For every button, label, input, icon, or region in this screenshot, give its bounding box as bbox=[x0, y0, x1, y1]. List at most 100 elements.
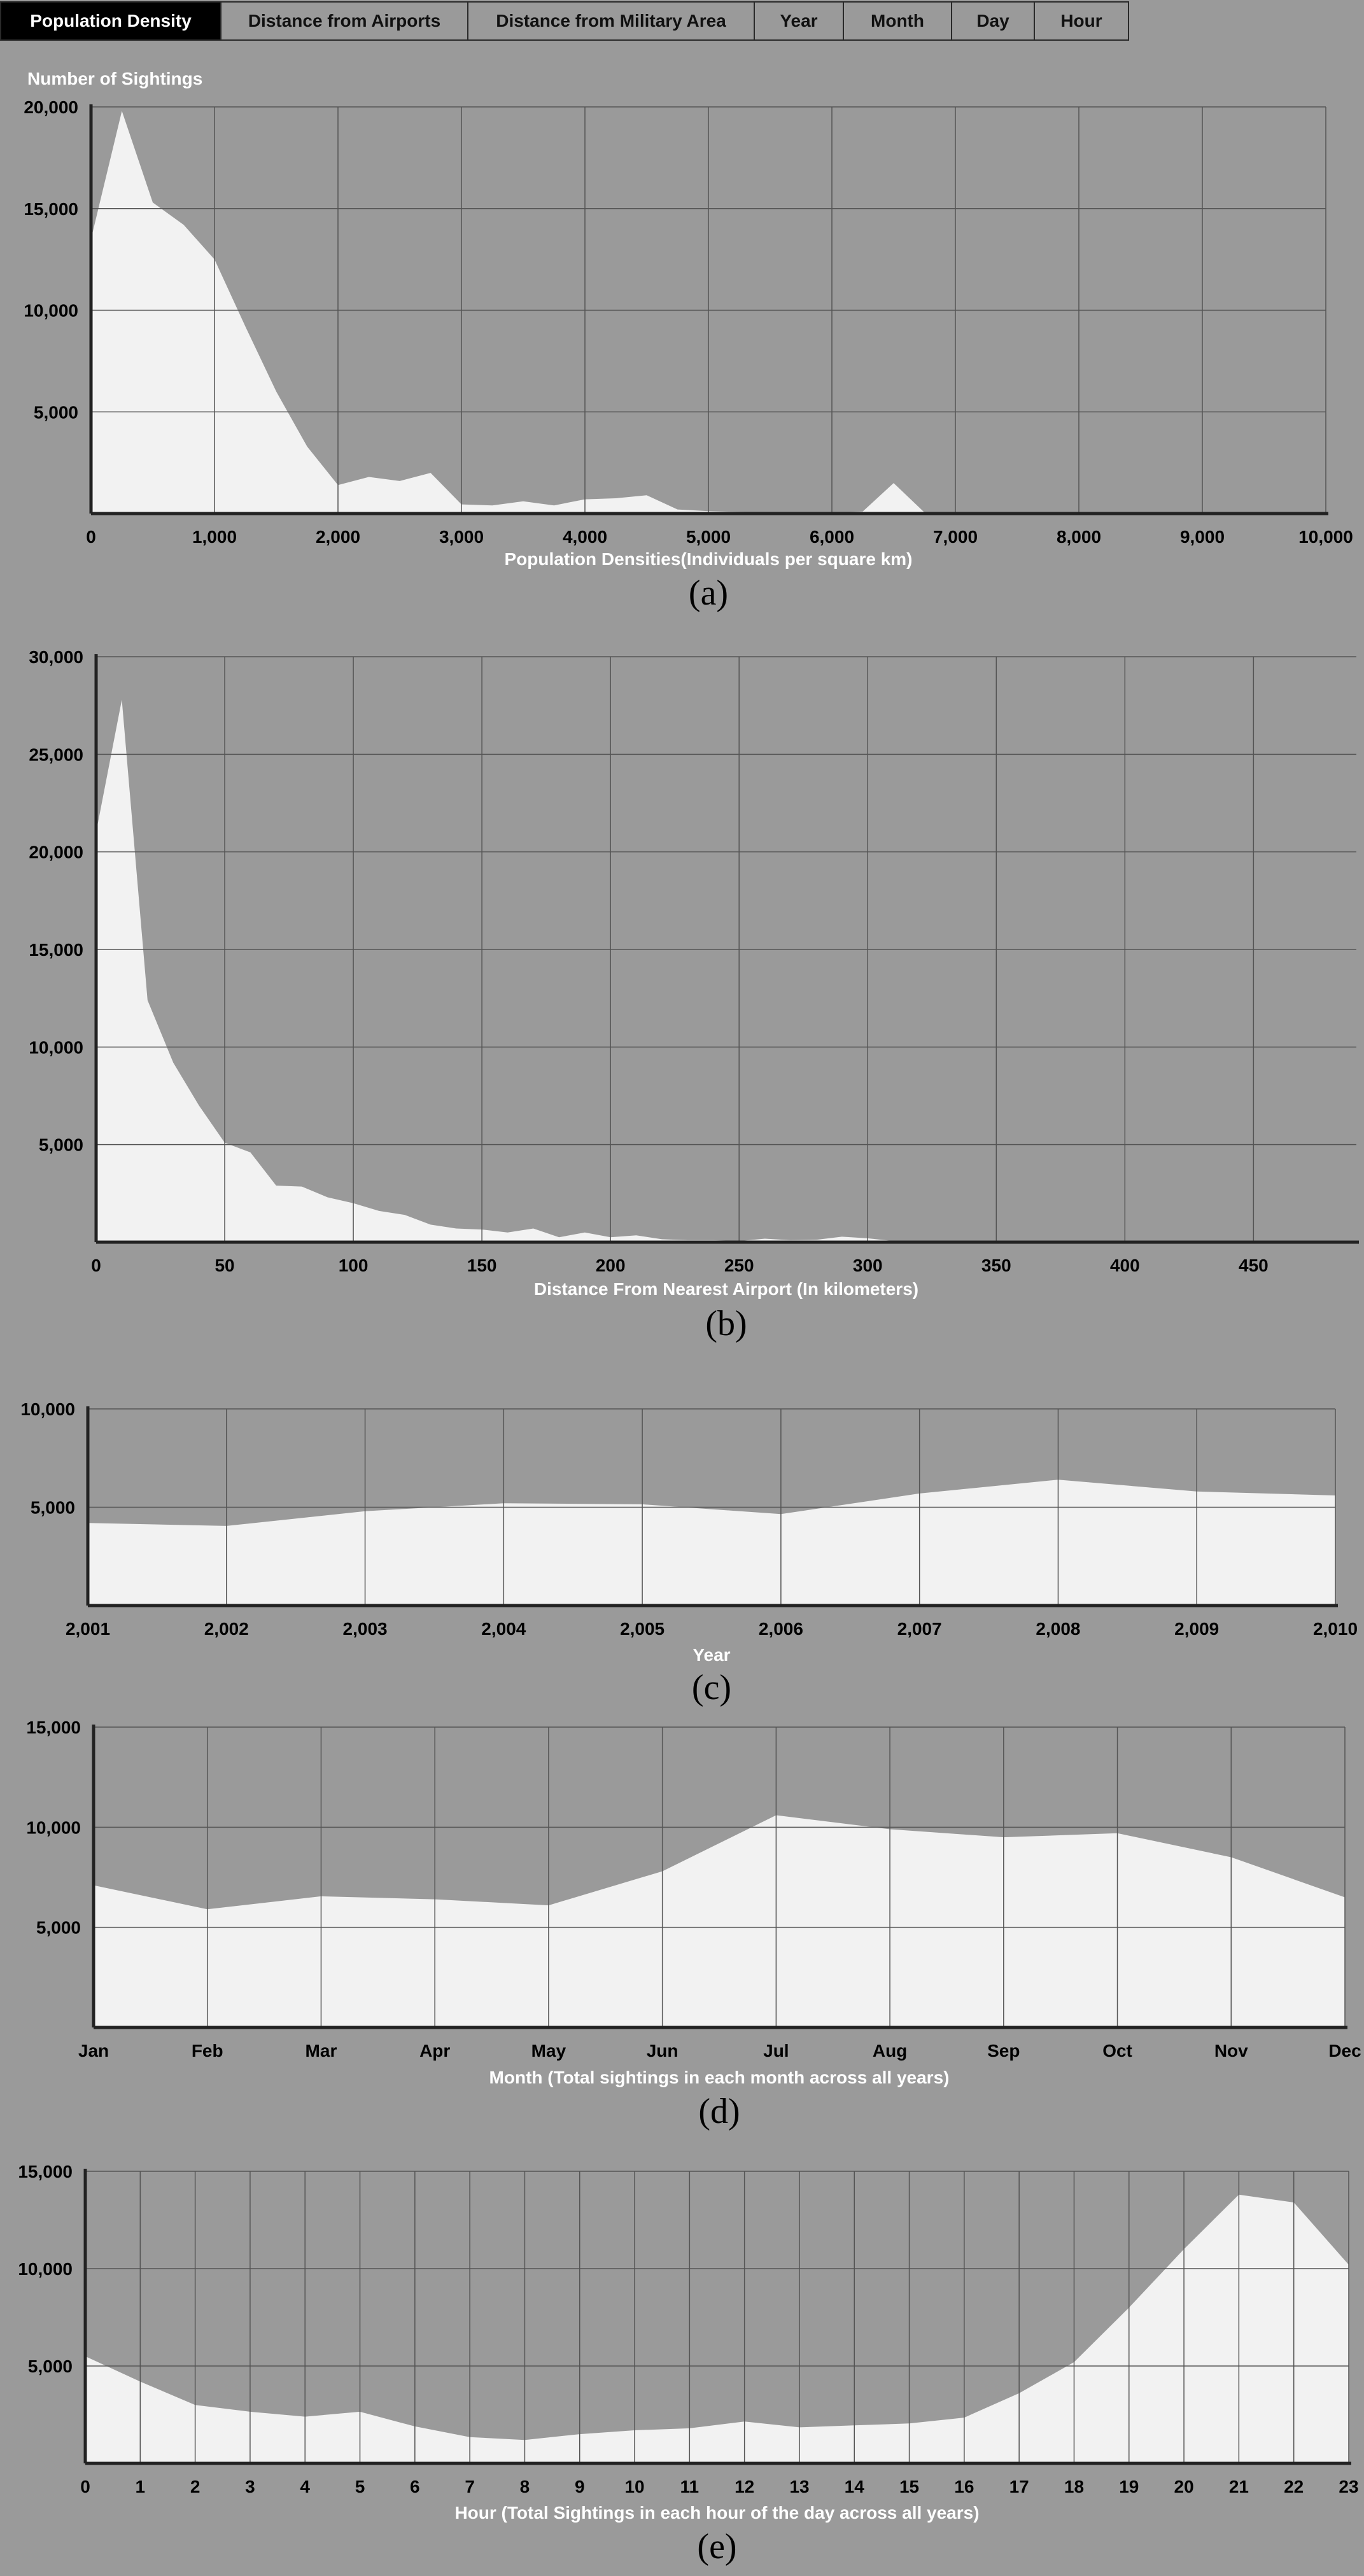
airport-x-axis-label: Distance From Nearest Airport (In kilome… bbox=[534, 1279, 918, 1299]
month-area-series bbox=[94, 1815, 1345, 2027]
hour-x-tick-label-0: 0 bbox=[80, 2477, 90, 2496]
hour-x-tick-label-18: 18 bbox=[1064, 2477, 1084, 2496]
month-x-tick-label-11: Dec bbox=[1328, 2041, 1361, 2061]
population-x-tick-label-9: 9,000 bbox=[1180, 527, 1225, 547]
airport-x-tick-label-3: 150 bbox=[467, 1256, 497, 1275]
chart-year: 5,000 10,000 2,001 2,002 2,003 2,004 2,005 2,00… bbox=[20, 1399, 1358, 1707]
hour-x-tick-label-6: 6 bbox=[410, 2477, 420, 2496]
population-x-tick-label-1: 1,000 bbox=[192, 527, 237, 547]
airport-x-tick-label-2: 100 bbox=[339, 1256, 369, 1275]
population-x-tick-label-6: 6,000 bbox=[810, 527, 854, 547]
month-x-tick-label-5: Jun bbox=[647, 2041, 678, 2061]
population-x-tick-label-4: 4,000 bbox=[563, 527, 607, 547]
hour-x-tick-label-12: 12 bbox=[735, 2477, 754, 2496]
tab-distance-from-airports[interactable]: Distance from Airports bbox=[220, 1, 468, 41]
hour-x-tick-label-19: 19 bbox=[1119, 2477, 1139, 2496]
tab-population-density[interactable]: Population Density bbox=[0, 1, 221, 41]
hour-x-tick-label-20: 20 bbox=[1174, 2477, 1194, 2496]
tab-day[interactable]: Day bbox=[951, 1, 1035, 41]
population-x-tick-label-8: 8,000 bbox=[1057, 527, 1101, 547]
airport-caption: (b) bbox=[705, 1304, 747, 1343]
month-y-tick-label-0: 5,000 bbox=[36, 1918, 81, 1938]
month-x-tick-label-0: Jan bbox=[78, 2041, 109, 2061]
airport-y-tick-label-5: 30,000 bbox=[29, 647, 83, 667]
month-x-axis-label: Month (Total sightings in each month acr… bbox=[489, 2068, 950, 2087]
tab-month[interactable]: Month bbox=[843, 1, 952, 41]
airport-x-tick-label-1: 50 bbox=[214, 1256, 234, 1275]
airport-x-tick-label-6: 300 bbox=[853, 1256, 883, 1275]
population-x-axis-label: Population Densities(Individuals per squ… bbox=[504, 549, 912, 569]
year-x-tick-label-5: 2,006 bbox=[759, 1619, 803, 1639]
year-x-tick-label-8: 2,009 bbox=[1174, 1619, 1219, 1639]
airport-x-tick-label-9: 450 bbox=[1239, 1256, 1269, 1275]
hour-area-series bbox=[85, 2194, 1349, 2463]
year-x-tick-label-9: 2,010 bbox=[1313, 1619, 1358, 1639]
year-x-tick-label-2: 2,003 bbox=[343, 1619, 388, 1639]
population-x-tick-label-10: 10,000 bbox=[1298, 527, 1353, 547]
month-x-tick-label-2: Mar bbox=[306, 2041, 337, 2061]
year-x-tick-label-7: 2,008 bbox=[1036, 1619, 1080, 1639]
population-x-tick-label-7: 7,000 bbox=[933, 527, 978, 547]
year-area-series bbox=[88, 1480, 1335, 1606]
year-x-tick-label-0: 2,001 bbox=[66, 1619, 110, 1639]
population-y-tick-label-1: 10,000 bbox=[24, 301, 78, 321]
year-caption: (c) bbox=[692, 1668, 731, 1707]
month-x-tick-label-10: Nov bbox=[1214, 2041, 1248, 2061]
hour-x-tick-label-9: 9 bbox=[575, 2477, 585, 2496]
hour-x-tick-label-23: 23 bbox=[1339, 2477, 1358, 2496]
airport-y-tick-label-0: 5,000 bbox=[39, 1135, 83, 1155]
month-x-tick-label-7: Aug bbox=[873, 2041, 907, 2061]
hour-y-tick-label-0: 5,000 bbox=[28, 2356, 73, 2376]
hour-x-tick-label-1: 1 bbox=[136, 2477, 146, 2496]
population-x-tick-label-0: 0 bbox=[86, 527, 96, 547]
hour-x-tick-label-7: 7 bbox=[465, 2477, 475, 2496]
month-x-tick-label-4: May bbox=[531, 2041, 566, 2061]
chart-population-density: 5,000 10,000 15,000 20,000 0 1,000 2,000 3,000 4… bbox=[24, 69, 1353, 613]
month-x-tick-label-3: Apr bbox=[419, 2041, 450, 2061]
month-y-tick-label-2: 15,000 bbox=[26, 1718, 81, 1737]
hour-y-tick-label-2: 15,000 bbox=[18, 2162, 73, 2181]
population-y-tick-label-0: 5,000 bbox=[34, 402, 78, 422]
hour-x-tick-label-10: 10 bbox=[624, 2477, 644, 2496]
airport-area-series bbox=[96, 699, 1356, 1242]
year-x-axis-label: Year bbox=[693, 1645, 730, 1665]
population-caption: (a) bbox=[689, 573, 728, 613]
hour-x-tick-label-16: 16 bbox=[954, 2477, 974, 2496]
airport-y-tick-label-4: 25,000 bbox=[29, 745, 83, 764]
hour-x-tick-label-11: 11 bbox=[680, 2477, 700, 2496]
population-y-tick-label-2: 15,000 bbox=[24, 199, 78, 219]
tab-distance-from-military-area[interactable]: Distance from Military Area bbox=[467, 1, 755, 41]
hour-x-tick-label-22: 22 bbox=[1284, 2477, 1304, 2496]
population-x-tick-label-3: 3,000 bbox=[439, 527, 484, 547]
hour-x-tick-label-13: 13 bbox=[789, 2477, 809, 2496]
month-x-tick-label-1: Feb bbox=[192, 2041, 223, 2061]
airport-x-tick-label-4: 200 bbox=[596, 1256, 626, 1275]
month-x-tick-label-6: Jul bbox=[763, 2041, 789, 2061]
hour-x-tick-label-17: 17 bbox=[1009, 2477, 1029, 2496]
year-y-tick-label-0: 5,000 bbox=[31, 1498, 75, 1518]
year-x-tick-label-6: 2,007 bbox=[897, 1619, 942, 1639]
hour-x-axis-label: Hour (Total Sightings in each hour of th… bbox=[454, 2503, 979, 2523]
month-x-tick-label-8: Sep bbox=[987, 2041, 1020, 2061]
population-y-axis-label: Number of Sightings bbox=[27, 69, 202, 88]
hour-x-tick-label-4: 4 bbox=[300, 2477, 310, 2496]
population-x-tick-label-2: 2,000 bbox=[316, 527, 360, 547]
airport-y-tick-label-2: 15,000 bbox=[29, 940, 83, 960]
chart-airport-distance: 5,000 10,000 15,000 20,000 25,000 30,000 0 50 10… bbox=[29, 647, 1359, 1343]
tab-year[interactable]: Year bbox=[754, 1, 844, 41]
tab-bar: Population Density Distance from Airport… bbox=[0, 1, 1129, 41]
hour-x-tick-label-15: 15 bbox=[899, 2477, 919, 2496]
year-x-tick-label-3: 2,004 bbox=[481, 1619, 526, 1639]
airport-x-tick-label-5: 250 bbox=[724, 1256, 754, 1275]
tab-hour[interactable]: Hour bbox=[1034, 1, 1129, 41]
hour-caption: (e) bbox=[697, 2527, 736, 2566]
hour-x-tick-label-14: 14 bbox=[845, 2477, 865, 2496]
population-y-tick-label-3: 20,000 bbox=[24, 97, 78, 117]
hour-y-tick-label-1: 10,000 bbox=[18, 2259, 73, 2279]
airport-x-tick-label-7: 350 bbox=[981, 1256, 1011, 1275]
year-y-tick-label-1: 10,000 bbox=[20, 1399, 75, 1419]
hour-x-tick-label-8: 8 bbox=[520, 2477, 530, 2496]
hour-x-tick-label-5: 5 bbox=[355, 2477, 365, 2496]
hour-x-tick-label-3: 3 bbox=[245, 2477, 255, 2496]
